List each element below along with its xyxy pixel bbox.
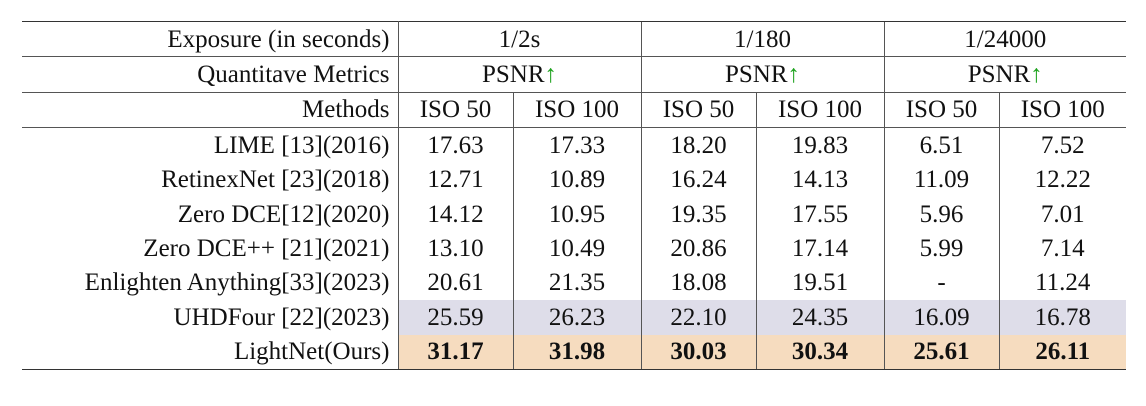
table-row: LIME [13](2016) 17.63 17.33 18.20 19.83 6.51 7… <box>22 127 1126 163</box>
psnr-value: 6.51 <box>883 127 999 163</box>
exposure-header: 1/180 <box>640 20 884 57</box>
psnr-value: 25.61 <box>883 334 999 370</box>
psnr-value: 30.34 <box>755 334 884 370</box>
up-arrow-icon: ↑ <box>1030 61 1043 89</box>
psnr-value: 11.24 <box>998 265 1126 301</box>
psnr-value: 31.17 <box>398 334 513 370</box>
psnr-value: 20.86 <box>640 231 756 266</box>
iso-header: ISO 50 <box>640 91 756 128</box>
iso-header: ISO 100 <box>998 91 1126 128</box>
psnr-value: 20.61 <box>427 269 484 297</box>
psnr-value: 12.22 <box>998 162 1126 197</box>
header-row-exposure: Exposure (in seconds) 1/2s 1/180 1/24000 <box>22 20 1126 57</box>
psnr-value: 17.33 <box>512 127 641 163</box>
psnr-value: 5.96 <box>883 196 999 232</box>
psnr-value: 17.63 <box>398 127 513 163</box>
iso-header: ISO 50 <box>883 91 999 128</box>
up-arrow-icon: ↑ <box>787 61 801 89</box>
psnr-value: 26.11 <box>998 334 1126 370</box>
psnr-value: 26.23 <box>512 300 641 335</box>
psnr-value: 25.59 <box>398 300 513 335</box>
metric-header: PSNR↑ <box>883 56 1126 93</box>
metric-header: PSNR↑ <box>398 56 641 93</box>
psnr-value: 14.13 <box>755 162 884 197</box>
psnr-value: 16.24 <box>640 162 756 197</box>
exposure-header: 1/24000 <box>883 20 1126 57</box>
psnr-value: 11.09 <box>883 162 999 197</box>
table-row: Enlighten Anything[33](2023) 20.61 21.35 18… <box>22 265 1126 301</box>
table-row: LightNet(Ours) 31.17 31.98 30.03 30.34 25.61 2… <box>22 334 1126 370</box>
table-row: Zero DCE[12](2020) 14.12 10.95 19.35 17.55 5.… <box>22 196 1126 232</box>
metric-name: PSNR <box>967 61 1031 89</box>
psnr-value: 22.10 <box>640 300 756 335</box>
psnr-value: 16.09 <box>883 300 999 335</box>
psnr-value: 19.83 <box>755 127 884 163</box>
iso-header: ISO 100 <box>755 91 884 128</box>
psnr-value: 18.20 <box>640 127 756 163</box>
methods-label: Methods <box>22 91 399 128</box>
psnr-value: 7.14 <box>998 231 1126 266</box>
psnr-value: 16.78 <box>998 300 1126 335</box>
results-table: Exposure (in seconds) 1/2s 1/180 1/24000… <box>22 20 1126 370</box>
psnr-value: 12.71 <box>427 166 484 194</box>
metric-name: PSNR <box>724 61 788 89</box>
psnr-value: 21.35 <box>512 265 641 301</box>
header-row-metrics: Quantitave Metrics PSNR↑ PSNR↑ PSNR↑ <box>22 56 1126 93</box>
psnr-value: 19.35 <box>640 196 756 232</box>
table-row: Zero DCE++ [21](2021) 13.10 10.49 20.86 17.1… <box>22 231 1126 266</box>
psnr-value: 24.35 <box>755 300 884 335</box>
psnr-value: - <box>883 265 999 301</box>
metrics-label: Quantitave Metrics <box>22 56 399 93</box>
psnr-value: 13.10 <box>427 235 484 263</box>
table-row: UHDFour [22](2023) 25.59 26.23 22.10 24.35 16… <box>22 300 1126 335</box>
method-name: UHDFour [22](2023) <box>22 300 399 335</box>
method-name: Enlighten Anything[33](2023) <box>22 265 399 301</box>
psnr-value: 10.95 <box>512 196 641 232</box>
psnr-value: 18.08 <box>640 265 756 301</box>
up-arrow-icon: ↑ <box>544 61 558 89</box>
psnr-value: 7.52 <box>998 127 1126 163</box>
metric-header: PSNR↑ <box>640 56 884 93</box>
iso-header: ISO 50 <box>398 91 513 128</box>
method-name: Zero DCE++ [21](2021) <box>22 231 399 266</box>
psnr-value: 5.99 <box>883 231 999 266</box>
metric-name: PSNR <box>481 61 545 89</box>
method-name: LightNet(Ours) <box>22 334 399 370</box>
iso-header: ISO 100 <box>512 91 641 128</box>
psnr-value: 17.14 <box>755 231 884 266</box>
psnr-value: 17.55 <box>755 196 884 232</box>
table-row: RetinexNet [23](2018) 12.71 10.89 16.24 14.1… <box>22 162 1126 197</box>
exposure-label: Exposure (in seconds) <box>22 20 399 57</box>
psnr-value: 10.49 <box>512 231 641 266</box>
header-row-methods: Methods ISO 50 ISO 100 ISO 50 ISO 100 IS… <box>22 91 1126 128</box>
psnr-value: 19.51 <box>755 265 884 301</box>
psnr-value: 7.01 <box>998 196 1126 232</box>
psnr-value: 14.12 <box>427 200 484 228</box>
method-name: LIME [13](2016) <box>22 127 399 163</box>
method-name: Zero DCE[12](2020) <box>22 196 399 232</box>
method-name: RetinexNet [23](2018) <box>22 162 399 197</box>
psnr-value: 31.98 <box>512 334 641 370</box>
psnr-value: 30.03 <box>640 334 756 370</box>
psnr-value: 10.89 <box>512 162 641 197</box>
exposure-header: 1/2s <box>398 20 641 57</box>
